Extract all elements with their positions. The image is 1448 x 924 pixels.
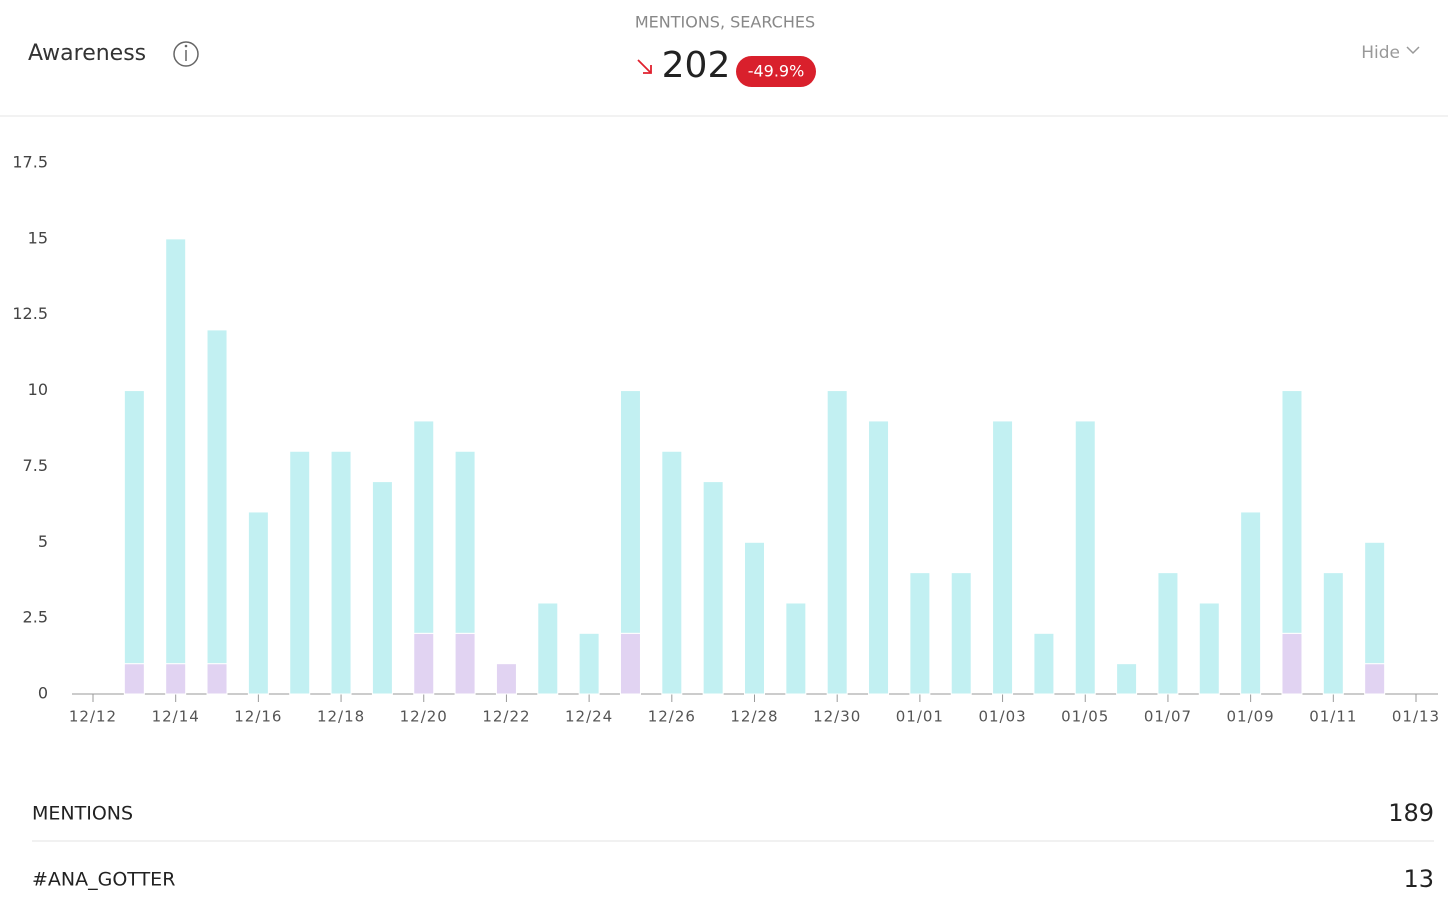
bar-segment xyxy=(206,329,228,665)
bar-segment xyxy=(578,632,600,695)
change-value: -49.9% xyxy=(748,62,805,81)
bar-segment xyxy=(1157,572,1179,695)
x-tick-label: 12/14 xyxy=(152,708,200,726)
bar-segment xyxy=(909,572,931,695)
bar-segment xyxy=(1074,420,1096,695)
bar-segment xyxy=(619,390,641,634)
total-value: 202 xyxy=(662,45,731,86)
bar-segment xyxy=(454,450,476,634)
bar-segment xyxy=(165,663,187,695)
x-tick-label: 12/22 xyxy=(482,708,530,726)
bar-segment xyxy=(826,390,848,695)
x-tick-label: 12/28 xyxy=(730,708,778,726)
hide-chevron[interactable] xyxy=(1406,46,1420,55)
x-tick-label: 01/09 xyxy=(1227,708,1275,726)
bar-segment xyxy=(744,541,765,695)
bar-segment xyxy=(123,390,145,665)
hide-button[interactable]: Hide xyxy=(1361,43,1400,63)
row-label: #ANA_GOTTER xyxy=(32,869,175,891)
x-tick-label: 12/24 xyxy=(565,708,613,726)
y-tick-label: 12.5 xyxy=(12,304,48,323)
bar-segment xyxy=(1116,663,1138,695)
bar-segment xyxy=(330,450,352,695)
bar-segment xyxy=(413,420,435,634)
y-tick-label: 0 xyxy=(38,684,48,703)
x-tick-label: 12/30 xyxy=(813,708,861,726)
bar-segment xyxy=(619,632,641,695)
bar-segment xyxy=(537,602,559,695)
y-tick-label: 10 xyxy=(28,380,48,399)
x-tick-label: 01/05 xyxy=(1061,708,1109,726)
bar-segment xyxy=(1322,572,1344,695)
y-tick-label: 17.5 xyxy=(12,153,48,172)
bar-segment xyxy=(413,632,435,695)
bar-segment xyxy=(1364,541,1386,665)
bar-segment xyxy=(785,602,807,695)
bar-segment xyxy=(661,450,683,695)
bar-segment xyxy=(247,511,269,695)
y-tick-label: 2.5 xyxy=(23,608,48,627)
down-arrow xyxy=(637,59,652,74)
widget-title: Awareness xyxy=(28,41,146,66)
x-tick-label: 12/18 xyxy=(317,708,365,726)
bar-segment xyxy=(1281,390,1303,634)
bar-segment xyxy=(165,238,187,665)
bar-segment xyxy=(868,420,890,695)
bar-segment xyxy=(992,420,1014,695)
bar-segment xyxy=(1281,632,1303,695)
x-tick-label: 12/20 xyxy=(400,708,448,726)
y-tick-label: 15 xyxy=(28,228,48,247)
x-tick-label: 01/07 xyxy=(1144,708,1192,726)
row-value: 189 xyxy=(1388,799,1434,827)
x-tick-label: 01/01 xyxy=(896,708,944,726)
bar-segment xyxy=(702,481,724,695)
info-icon[interactable] xyxy=(173,41,199,67)
row-label: MENTIONS xyxy=(32,803,133,825)
x-tick-label: 12/16 xyxy=(234,708,282,726)
bar-segment xyxy=(206,663,228,695)
bar-segment xyxy=(123,663,145,695)
bar-segment xyxy=(1240,511,1262,695)
bar-segment xyxy=(495,663,517,695)
row-value: 13 xyxy=(1403,865,1434,893)
summary-label: MENTIONS, SEARCHES xyxy=(635,13,815,32)
bar-segment xyxy=(1198,602,1220,695)
bar-segment xyxy=(950,572,972,695)
x-tick-label: 01/13 xyxy=(1392,708,1440,726)
bar-segment xyxy=(371,481,393,695)
x-tick-label: 12/12 xyxy=(69,708,117,726)
bar-segment xyxy=(1033,632,1055,695)
x-tick-label: 01/03 xyxy=(978,708,1026,726)
x-tick-label: 12/26 xyxy=(648,708,696,726)
bar-segment xyxy=(1364,663,1386,695)
change-badge xyxy=(736,56,816,87)
bar-segment xyxy=(289,450,311,695)
x-tick-label: 01/11 xyxy=(1309,708,1357,726)
y-tick-label: 5 xyxy=(38,532,48,551)
y-tick-label: 7.5 xyxy=(23,456,48,475)
bar-segment xyxy=(454,632,476,695)
